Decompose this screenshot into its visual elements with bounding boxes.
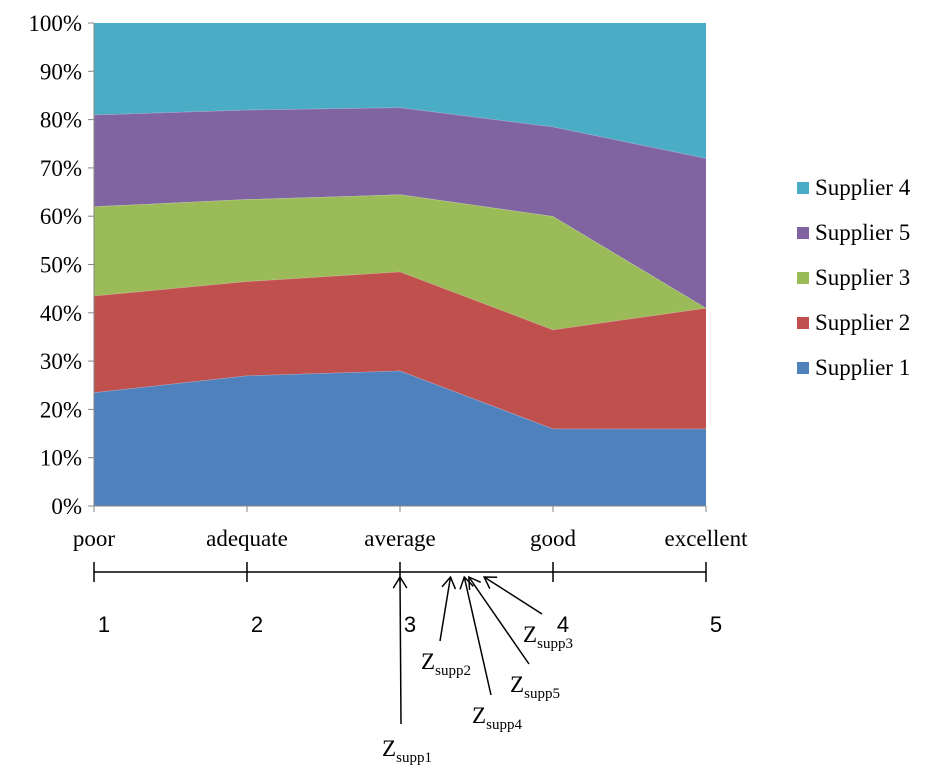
y-tick-label: 70% xyxy=(40,156,82,181)
scale-tick-label: 3 xyxy=(404,612,416,637)
marker-arrow-line xyxy=(483,576,543,615)
scale-tick-label: 4 xyxy=(557,612,569,637)
marker-arrow-head xyxy=(482,576,498,590)
area-supplier-5 xyxy=(94,107,706,308)
legend-item: Supplier 2 xyxy=(797,310,910,335)
score-marker-supp4: Zsupp4 xyxy=(459,575,522,733)
x-tick-label: average xyxy=(364,526,436,551)
y-tick-label: 80% xyxy=(40,108,82,133)
legend-swatch xyxy=(797,227,809,239)
legend-item: Supplier 3 xyxy=(797,265,910,290)
x-tick-label: poor xyxy=(73,526,116,551)
legend-label: Supplier 1 xyxy=(815,355,910,380)
scale-tick-label: 1 xyxy=(98,612,110,637)
rating-scale: 1 2 3 4 5 xyxy=(93,562,722,637)
y-tick-label: 0% xyxy=(51,494,82,519)
area-supplier-2 xyxy=(94,271,706,429)
legend-item: Supplier 4 xyxy=(797,175,911,200)
y-tick-label: 10% xyxy=(40,446,82,471)
x-tick-label: good xyxy=(530,526,577,551)
legend-item: Supplier 5 xyxy=(797,220,910,245)
marker-arrow-head xyxy=(468,575,482,591)
x-tick-label: adequate xyxy=(206,526,288,551)
marker-arrow-head xyxy=(459,575,474,590)
legend: Supplier 4 Supplier 5 Supplier 3 Supplier 2… xyxy=(797,175,911,380)
legend-item: Supplier 1 xyxy=(797,355,910,380)
marker-label: Zsupp5 xyxy=(510,672,560,702)
area-series-layer xyxy=(93,23,707,506)
score-marker-supp3: Zsupp3 xyxy=(482,576,573,652)
marker-arrow-head xyxy=(441,575,457,590)
scale-tick-label: 5 xyxy=(710,612,722,637)
legend-label: Supplier 5 xyxy=(815,220,910,245)
legend-label: Supplier 2 xyxy=(815,310,910,335)
legend-swatch xyxy=(797,317,809,329)
legend-label: Supplier 3 xyxy=(815,265,910,290)
y-tick-label: 30% xyxy=(40,349,82,374)
y-tick-label: 100% xyxy=(28,11,82,36)
marker-label: Zsupp2 xyxy=(421,649,471,679)
y-tick-label: 20% xyxy=(40,397,82,422)
marker-label: Zsupp3 xyxy=(523,622,573,652)
x-axis: poor adequate average good excellent xyxy=(73,505,748,551)
area-supplier-3 xyxy=(94,194,706,330)
area-supplier-4 xyxy=(94,23,706,159)
marker-arrow-head xyxy=(392,575,408,589)
marker-arrow-line xyxy=(439,576,452,642)
score-marker-supp5: Zsupp5 xyxy=(468,575,560,702)
score-marker-supp1: Zsupp1 xyxy=(382,575,432,766)
y-tick-label: 90% xyxy=(40,59,82,84)
y-axis: 0% 10% 20% 30% 40% 50% 60% 70% 80% 90% 100% xyxy=(28,11,95,519)
marker-arrow-line xyxy=(468,576,530,665)
marker-label: Zsupp1 xyxy=(382,736,432,766)
x-tick-label: excellent xyxy=(664,526,748,551)
score-marker-supp2: Zsupp2 xyxy=(421,575,471,679)
marker-arrow-line xyxy=(399,576,402,725)
y-tick-label: 40% xyxy=(40,301,82,326)
marker-arrow-line xyxy=(463,576,492,696)
legend-label: Supplier 4 xyxy=(815,175,911,200)
y-tick-label: 60% xyxy=(40,204,82,229)
legend-swatch xyxy=(797,272,809,284)
y-tick-label: 50% xyxy=(40,253,82,278)
scale-tick-label: 2 xyxy=(251,612,263,637)
legend-swatch xyxy=(797,182,809,194)
legend-swatch xyxy=(797,362,809,374)
marker-label: Zsupp4 xyxy=(472,703,522,733)
area-supplier-1 xyxy=(94,370,706,506)
